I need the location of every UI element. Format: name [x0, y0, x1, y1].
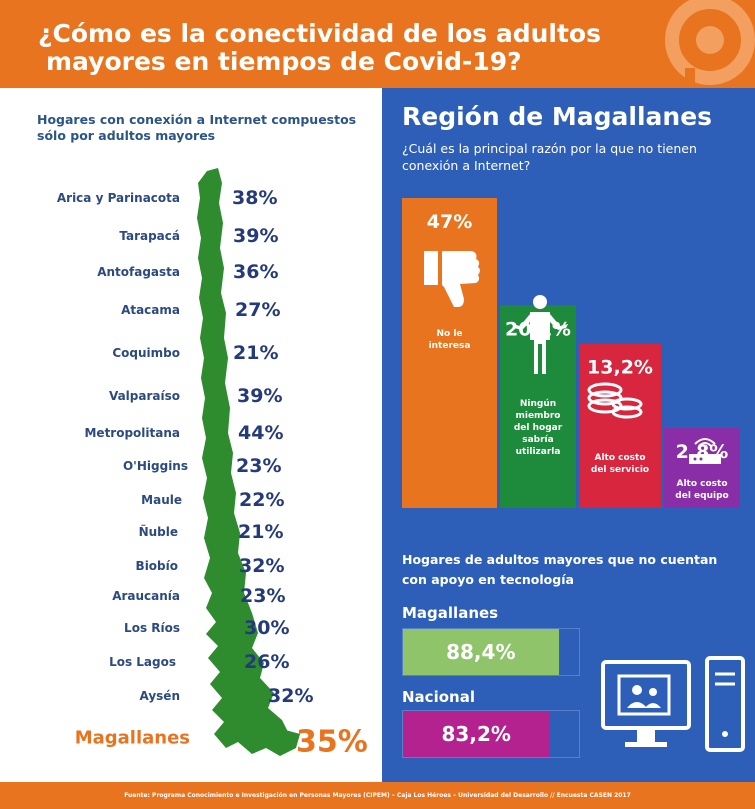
footer-source: Fuente: Programa Conocimiento e Investig… — [124, 792, 631, 799]
question-text: ¿Cuál es la principal razón por la que n… — [402, 141, 697, 173]
region-label: Antofagasta — [97, 265, 180, 279]
reason-label: sabría — [522, 435, 553, 445]
region-value: 26% — [244, 651, 290, 673]
reason-bar — [402, 198, 497, 508]
title-line-1: ¿Cómo es la conectividad de los adultos — [38, 19, 601, 48]
left-subtitle: Hogares con conexión a Internet compuest… — [37, 112, 357, 143]
region-label: Los Lagos — [109, 655, 176, 669]
reason-label: del hogar — [514, 423, 563, 433]
location-label-nacional: Nacional — [402, 688, 475, 706]
region-label: Valparaíso — [108, 389, 180, 403]
region-value: 21% — [233, 342, 279, 364]
region-value: 44% — [238, 422, 284, 444]
region-value: 39% — [237, 385, 283, 407]
footer: Fuente: Programa Conocimiento e Investig… — [0, 782, 755, 809]
support-bar-magallanes: 88,4% — [402, 628, 580, 676]
reason-value: 13,2% — [587, 357, 653, 379]
region-title: Región de Magallanes — [402, 102, 713, 131]
reason-label: del servicio — [591, 465, 649, 475]
region-label: Tarapacá — [119, 229, 180, 243]
support-fill-magallanes: 88,4% — [403, 629, 559, 675]
reason-label: Alto costo — [676, 479, 727, 489]
region-value: 22% — [239, 489, 285, 511]
reason-label: del equipo — [675, 491, 728, 501]
reason-label: No le — [436, 329, 462, 339]
reason-label: miembro — [515, 411, 560, 421]
region-label: Aysén — [139, 689, 180, 703]
coins-icon — [587, 382, 643, 419]
region-label: Metropolitana — [84, 426, 180, 440]
chile-map-icon — [197, 168, 300, 756]
computer-icon — [601, 656, 745, 752]
reason-bar — [664, 428, 740, 508]
brand-logo-icon — [665, 0, 755, 88]
support-value-nacional: 83,2% — [441, 722, 511, 746]
support-fill-nacional: 83,2% — [403, 711, 550, 757]
region-value: 32% — [268, 685, 314, 707]
thumbs-down-icon — [424, 251, 480, 307]
support-value-magallanes: 88,4% — [446, 640, 516, 664]
region-label: O'Higgins — [122, 459, 188, 473]
support-heading: Hogares de adultos mayores que no cuenta… — [402, 552, 718, 587]
reason-value: 47% — [427, 211, 472, 233]
region-label: Araucanía — [112, 589, 180, 603]
region-label: Maule — [141, 493, 182, 507]
region-value: 38% — [232, 187, 278, 209]
region-value: 27% — [235, 299, 281, 321]
reason-label: utilizarla — [516, 447, 561, 457]
reason-label: interesa — [429, 341, 471, 351]
region-value: 21% — [238, 521, 284, 543]
region-value: 35% — [296, 724, 368, 760]
person-shrug-icon — [512, 295, 568, 374]
region-value: 30% — [244, 617, 290, 639]
region-value: 39% — [233, 225, 279, 247]
region-label: Biobío — [135, 559, 178, 573]
reason-label: Alto costo — [594, 453, 645, 463]
region-label: Magallanes — [74, 727, 190, 749]
reason-bar — [579, 343, 661, 508]
location-label-magallanes: Magallanes — [402, 604, 499, 622]
right-panel: Región de Magallanes ¿Cuál es la princip… — [382, 88, 755, 782]
region-label: Ñuble — [138, 525, 178, 539]
region-value: 23% — [240, 585, 286, 607]
region-label: Coquimbo — [112, 346, 180, 360]
title-line-2: mayores en tiempos de Covid-19? — [46, 47, 522, 76]
region-value: 23% — [236, 455, 282, 477]
header: ¿Cómo es la conectividad de los adultos … — [0, 0, 755, 88]
region-value: 32% — [239, 555, 285, 577]
region-label: Atacama — [121, 303, 180, 317]
region-label: Los Ríos — [124, 621, 180, 635]
reason-label: Ningún — [520, 399, 556, 409]
support-bar-nacional: 83,2% — [402, 710, 580, 758]
region-label: Arica y Parinacota — [56, 191, 180, 205]
left-panel: Hogares con conexión a Internet compuest… — [0, 88, 382, 782]
wifi-router-icon — [689, 438, 721, 464]
region-value: 36% — [233, 261, 279, 283]
